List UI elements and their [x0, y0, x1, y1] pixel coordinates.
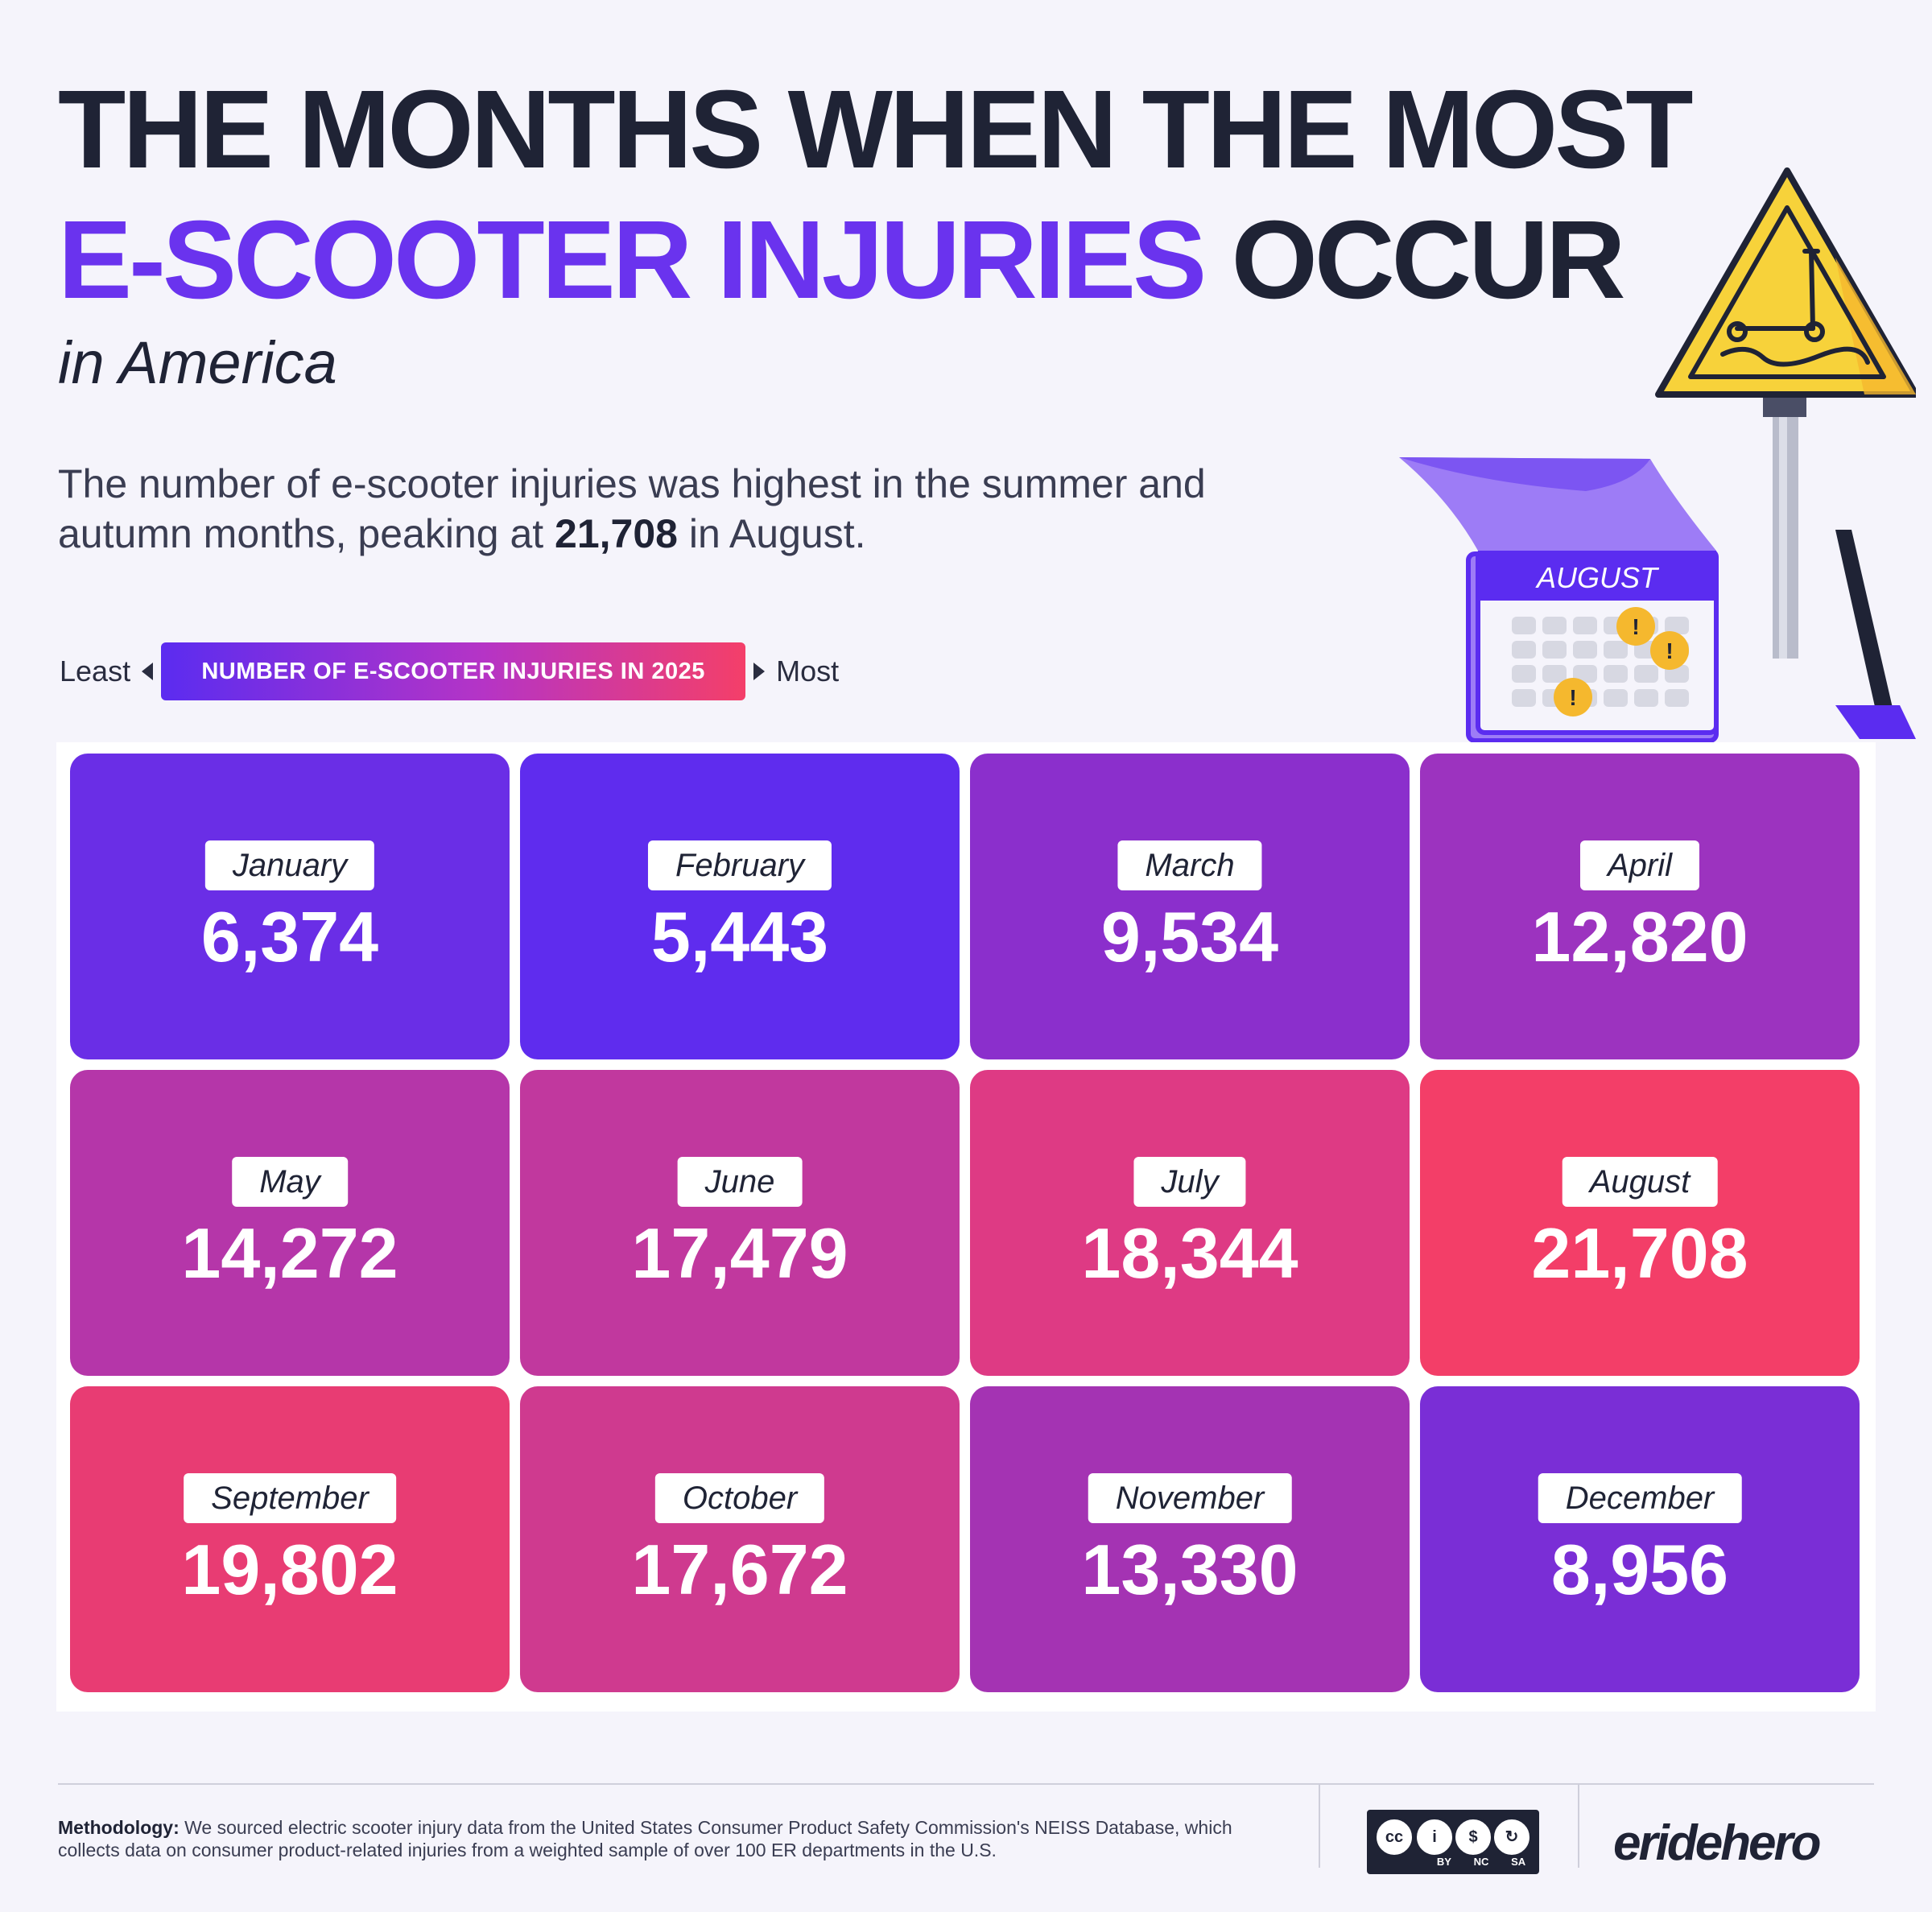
heatmap-grid: January 6,374 February 5,443 March 9,534 April…	[56, 742, 1876, 1712]
description-peak: 21,708	[555, 511, 678, 556]
injury-count: 17,479	[631, 1213, 848, 1293]
injury-count: 21,708	[1531, 1213, 1748, 1293]
title-highlight: E-SCOOTER INJURIES	[58, 198, 1207, 322]
injury-count: 5,443	[650, 897, 829, 977]
brand-logo: eridehero	[1613, 1815, 1822, 1871]
scooter-icon	[1720, 249, 1870, 367]
svg-text:!: !	[1569, 685, 1576, 710]
description: The number of e-scooter injuries was hig…	[58, 459, 1314, 559]
injury-count: 13,330	[1081, 1530, 1298, 1609]
title-rest: OCCUR	[1231, 198, 1626, 322]
alert-icon: ! ! !	[1554, 607, 1689, 716]
methodology-text: We sourced electric scooter injury data …	[58, 1817, 1232, 1860]
illustration: AUGUST ! ! !	[1399, 167, 1916, 743]
heatmap-cell-november: November 13,330	[970, 1386, 1410, 1692]
license-tags: BY NC SA	[1369, 1856, 1537, 1870]
license-badge: cc i $ ↻ BY NC SA	[1367, 1810, 1539, 1874]
arrow-left-icon	[142, 663, 154, 680]
footer-divider	[58, 1783, 1874, 1785]
month-label: July	[1133, 1157, 1246, 1207]
heatmap-cell-september: September 19,802	[70, 1386, 510, 1692]
legend-least: Least	[60, 655, 131, 688]
subtitle: in America	[58, 329, 337, 396]
month-label: December	[1538, 1473, 1742, 1523]
license-tag-nc: NC	[1473, 1856, 1489, 1868]
svg-text:!: !	[1632, 614, 1639, 639]
footer-separator	[1319, 1783, 1320, 1868]
warning-sign-icon	[1655, 167, 1916, 659]
injury-count: 8,956	[1550, 1530, 1729, 1609]
month-label: October	[654, 1473, 825, 1523]
month-label: August	[1562, 1157, 1718, 1207]
month-label: May	[232, 1157, 348, 1207]
description-part-2: in August.	[677, 511, 866, 556]
month-label: April	[1579, 840, 1700, 890]
month-label: June	[677, 1157, 803, 1207]
arrow-right-icon	[753, 663, 766, 680]
heatmap-cell-january: January 6,374	[70, 754, 510, 1059]
methodology-label: Methodology:	[58, 1817, 180, 1838]
color-legend: Least NUMBER OF E-SCOOTER INJURIES IN 20…	[60, 642, 839, 700]
heatmap-cell-october: October 17,672	[520, 1386, 960, 1692]
license-tag-by: BY	[1436, 1856, 1451, 1868]
heatmap-cell-march: March 9,534	[970, 754, 1410, 1059]
heatmap-cell-june: June 17,479	[520, 1070, 960, 1376]
injury-count: 14,272	[181, 1213, 398, 1293]
injury-count: 19,802	[181, 1530, 398, 1609]
heatmap-cell-may: May 14,272	[70, 1070, 510, 1376]
description-part-1: The number of e-scooter injuries was hig…	[58, 461, 1206, 556]
heatmap-cell-august: August 21,708	[1420, 1070, 1860, 1376]
svg-text:!: !	[1666, 638, 1673, 663]
month-label: March	[1117, 840, 1262, 890]
injury-count: 12,820	[1531, 897, 1748, 977]
footer-separator	[1578, 1783, 1579, 1868]
title-line-2: E-SCOOTER INJURIES OCCUR	[58, 204, 1626, 316]
heatmap-cell-april: April 12,820	[1420, 754, 1860, 1059]
calendar-month-label: AUGUST	[1535, 561, 1660, 594]
heatmap-cell-december: December 8,956	[1420, 1386, 1860, 1692]
injury-count: 6,374	[200, 897, 379, 977]
injury-count: 17,672	[631, 1530, 848, 1609]
sa-icon: ↻	[1492, 1817, 1532, 1857]
legend-most: Most	[776, 655, 840, 688]
month-label: February	[647, 840, 832, 890]
legend-gradient-bar: NUMBER OF E-SCOOTER INJURIES IN 2025	[161, 642, 746, 700]
license-tag-sa: SA	[1511, 1856, 1526, 1868]
heatmap-cell-february: February 5,443	[520, 754, 960, 1059]
month-label: September	[184, 1473, 396, 1523]
methodology: Methodology: We sourced electric scooter…	[58, 1816, 1282, 1861]
cc-icon: cc	[1374, 1817, 1414, 1857]
by-icon: i	[1414, 1817, 1455, 1857]
calendar-icon: AUGUST	[1399, 457, 1916, 743]
month-label: January	[204, 840, 375, 890]
injury-count: 9,534	[1100, 897, 1279, 977]
month-label: November	[1088, 1473, 1292, 1523]
title-line-1: THE MONTHS WHEN THE MOST	[58, 68, 1694, 192]
injury-count: 18,344	[1081, 1213, 1298, 1293]
heatmap-cell-july: July 18,344	[970, 1070, 1410, 1376]
nc-icon: $	[1453, 1817, 1493, 1857]
